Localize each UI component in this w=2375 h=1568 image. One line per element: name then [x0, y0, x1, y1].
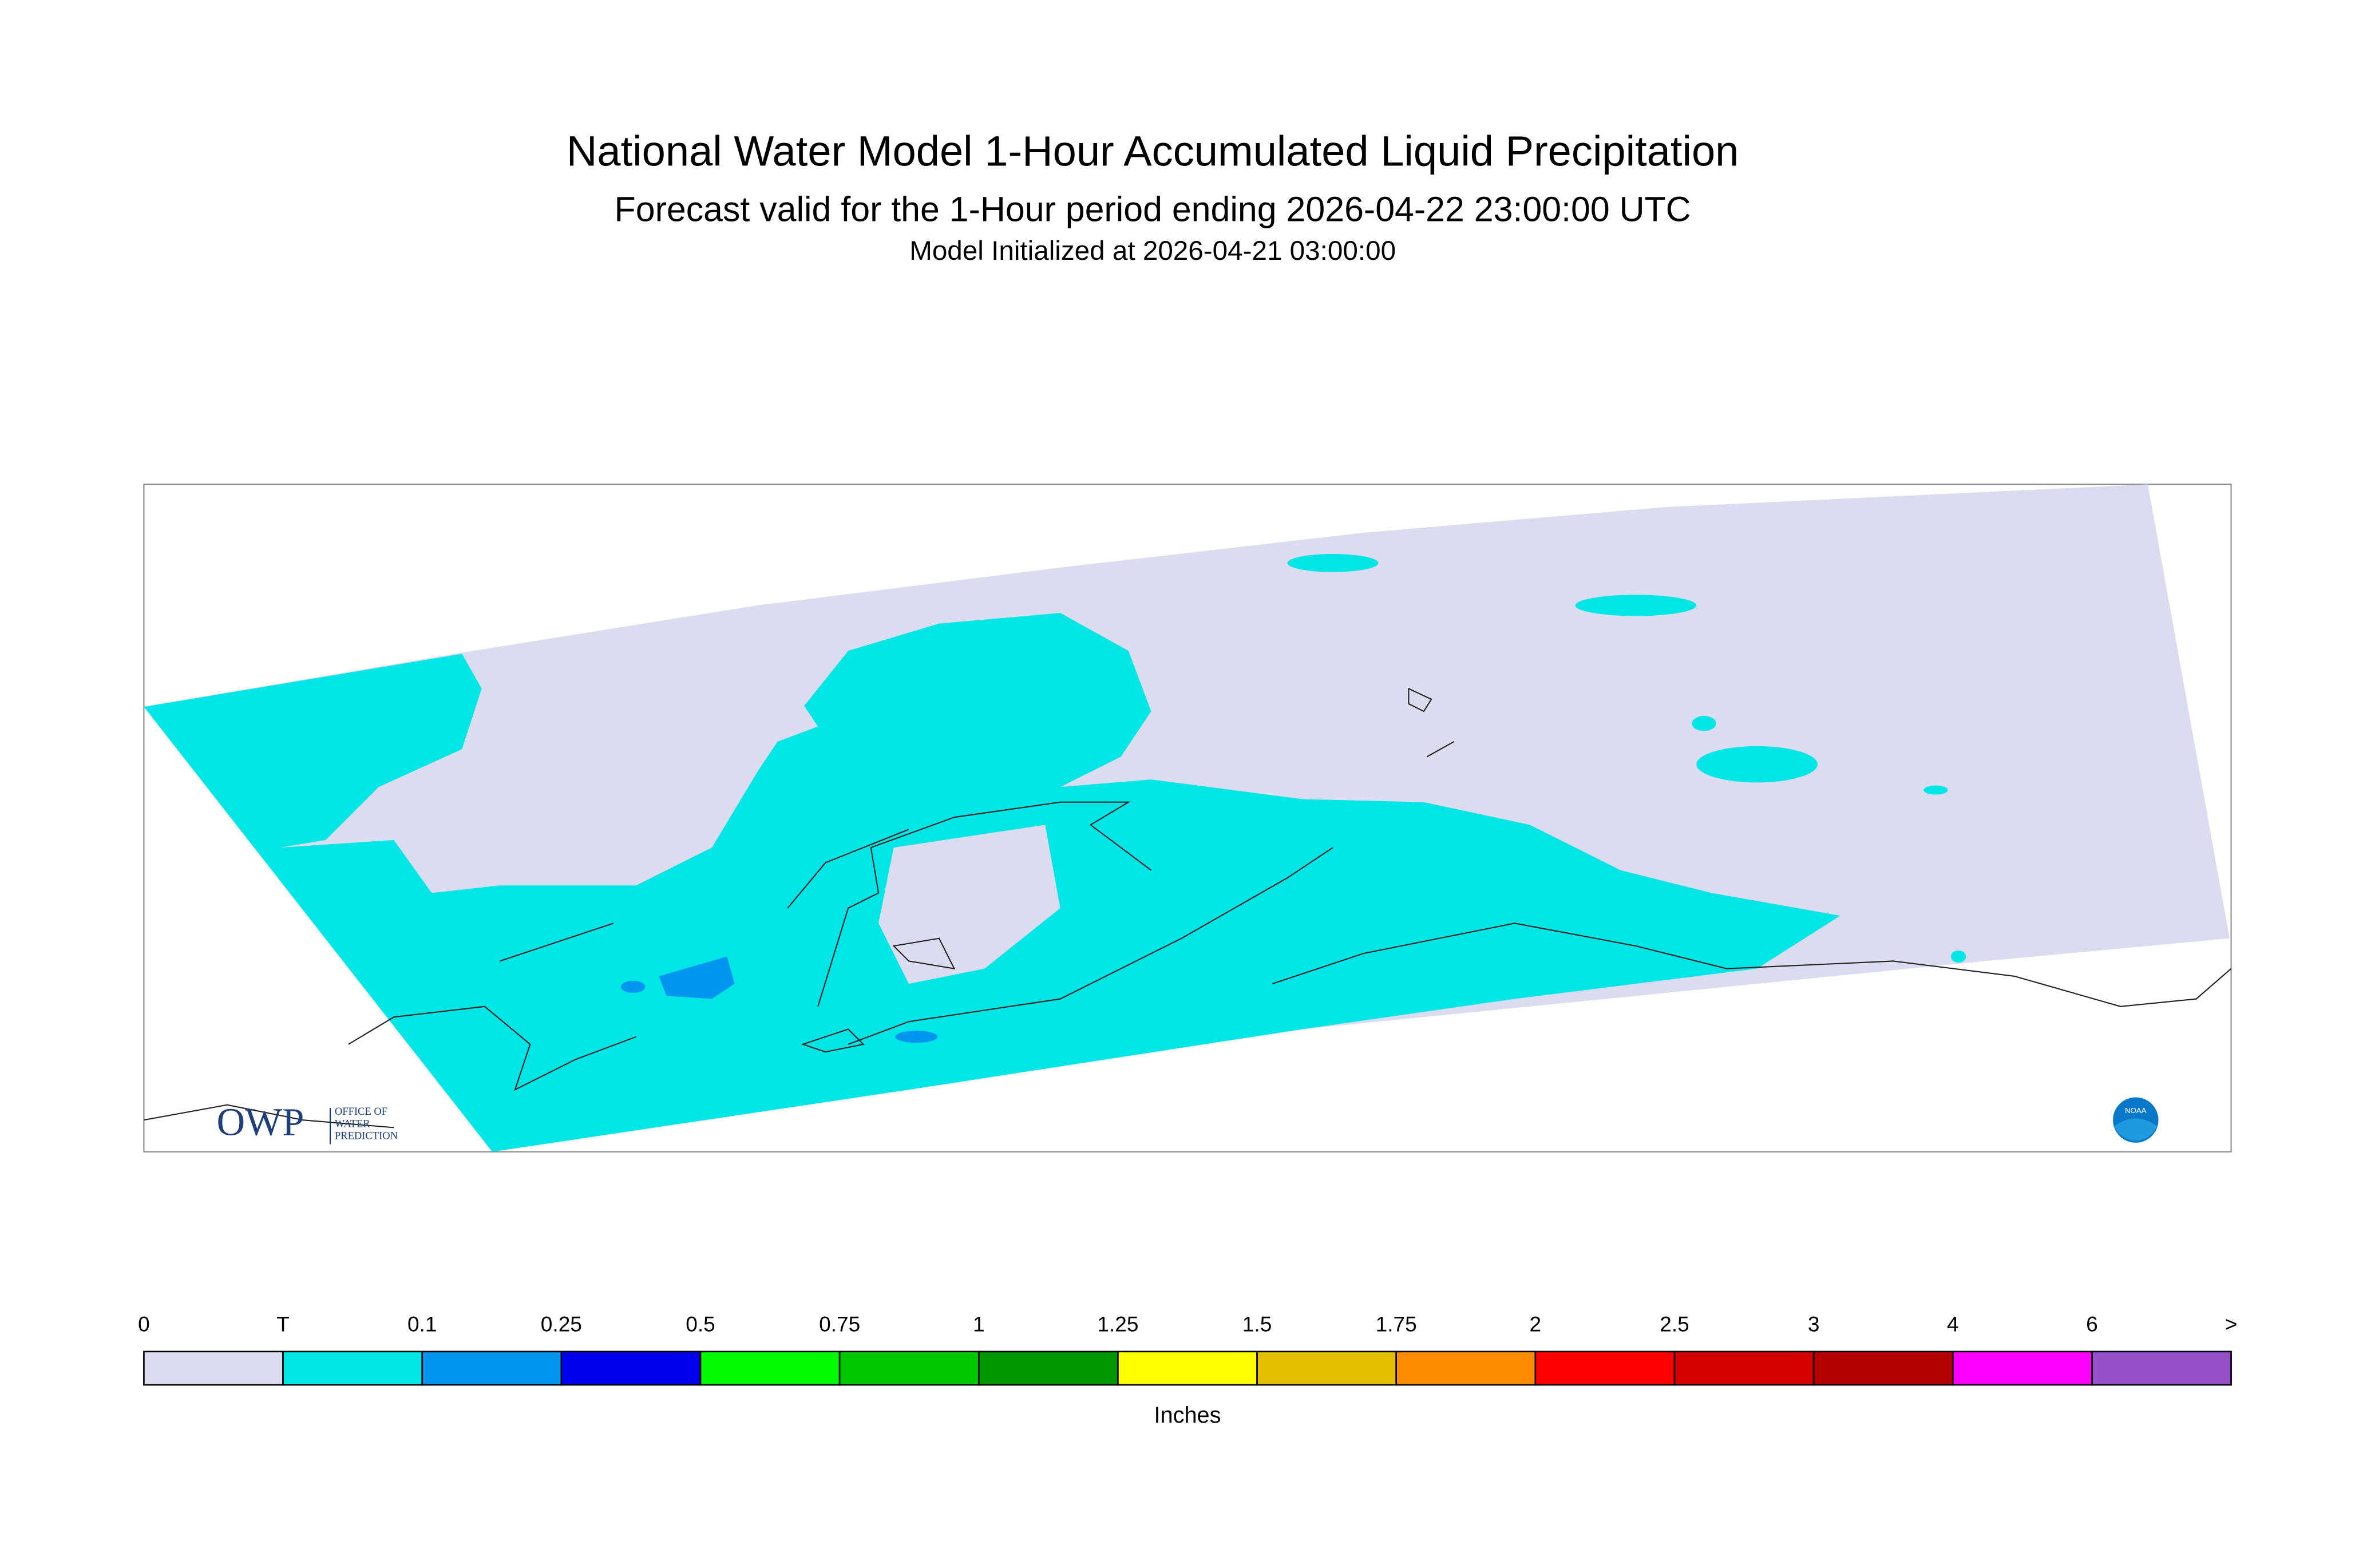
title: National Water Model 1-Hour Accumulated …	[567, 127, 1739, 175]
map: OWP OFFICE OF WATER PREDICTION NOAA	[143, 484, 2232, 1153]
colorbar-bin	[2091, 1351, 2232, 1386]
noaa-logo: NOAA	[2113, 1097, 2159, 1143]
colorbar-label: 1	[973, 1312, 985, 1336]
coastline	[848, 847, 2232, 1045]
colorbar-bin	[282, 1351, 423, 1386]
colorbar-bin	[1673, 1351, 1815, 1386]
dry-patches	[545, 681, 1060, 984]
coastlines	[144, 687, 2232, 1129]
rain-patch	[895, 1031, 938, 1043]
trace-patch	[1950, 950, 1966, 963]
owp-line: WATER	[335, 1118, 370, 1130]
colorbar-bin	[977, 1351, 1119, 1386]
trace-patches	[1287, 553, 1966, 963]
colorbar-label: 0.1	[407, 1312, 437, 1336]
owp-line: OFFICE OF	[335, 1106, 387, 1118]
owp-line: PREDICTION	[335, 1130, 398, 1142]
colorbar-label: 2.5	[1660, 1312, 1689, 1336]
rain-patch	[659, 956, 735, 999]
coastline	[144, 922, 614, 1129]
colorbar-label: 4	[1947, 1312, 1959, 1336]
colorbar-label: 0	[138, 1312, 150, 1336]
colorbar-label: 0.5	[686, 1312, 715, 1336]
dry-patch	[689, 681, 818, 750]
colorbar-label: 6	[2086, 1312, 2098, 1336]
colorbar-label: 2	[1530, 1312, 1542, 1336]
colorbar-units: Inches	[1154, 1403, 1221, 1428]
colorbar-bin	[1395, 1351, 1537, 1386]
colorbar-bin	[1117, 1351, 1258, 1386]
trace-patch	[1696, 746, 1818, 783]
trace-patch	[1923, 785, 1948, 795]
colorbar: 0 T 0.1 0.25 0.5 0.75 1 1.25 1.5 1.75 2 2.5 3 4 6 >	[138, 1312, 2238, 1386]
rain-patch	[621, 980, 646, 993]
dry-patch	[878, 825, 1060, 984]
trace-patch	[1575, 595, 1697, 616]
colorbar-bin	[838, 1351, 980, 1386]
owp-acronym: OWP	[216, 1100, 304, 1144]
noaa-wave	[2114, 1118, 2157, 1141]
colorbar-bin	[143, 1351, 284, 1386]
dry-patch	[545, 726, 667, 825]
colorbar-label: 1.25	[1097, 1312, 1138, 1336]
light-rain	[621, 956, 938, 1043]
coastline	[348, 1005, 636, 1091]
trace-patch	[1692, 715, 1716, 731]
colorbar-bin	[1256, 1351, 1398, 1386]
colorbar-bin	[1534, 1351, 1676, 1386]
colorbar-label: T	[276, 1312, 290, 1336]
subtitle: Forecast valid for the 1-Hour period end…	[615, 189, 1691, 228]
colorbar-label: >	[2225, 1312, 2238, 1336]
colorbar-label: 3	[1808, 1312, 1820, 1336]
colorbar-label: 0.25	[541, 1312, 582, 1336]
coastline	[892, 687, 1455, 970]
colorbar-bin	[699, 1351, 841, 1386]
colorbar-bin	[421, 1351, 563, 1386]
noaa-text: NOAA	[2125, 1106, 2147, 1115]
colorbar-label: 0.75	[819, 1312, 860, 1336]
coastline	[787, 829, 909, 1053]
colorbar-label: 1.75	[1376, 1312, 1417, 1336]
colorbar-bin	[1952, 1351, 2093, 1386]
coastline	[817, 801, 1152, 1007]
trace-patch	[1287, 553, 1379, 572]
colorbar-label: 1.5	[1242, 1312, 1272, 1336]
owp-logo: OWP OFFICE OF WATER PREDICTION	[216, 1100, 398, 1145]
colorbar-bin	[1812, 1351, 1954, 1386]
colorbar-bin	[560, 1351, 702, 1386]
init-time: Model Initialized at 2026-04-21 03:00:00	[909, 236, 1396, 266]
